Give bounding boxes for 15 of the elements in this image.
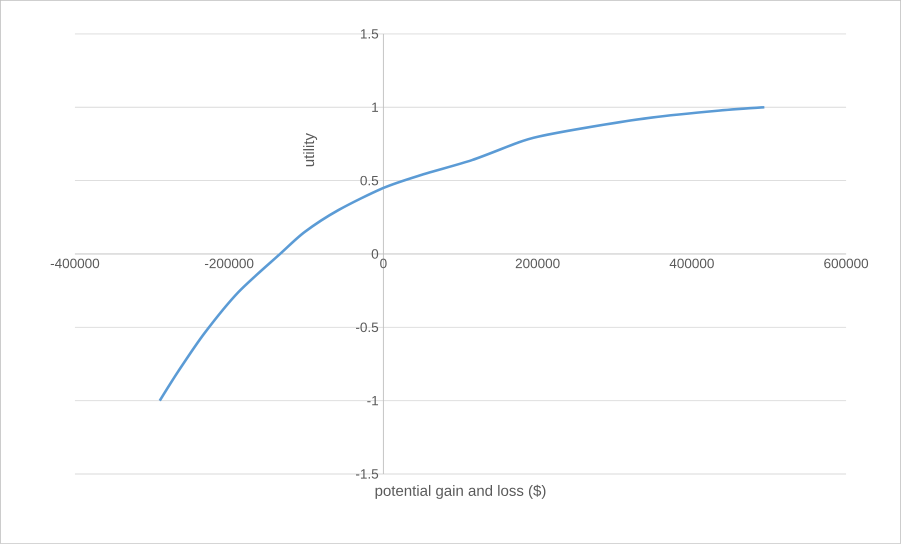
y-tick-label: 0.5	[360, 176, 378, 186]
x-tick-label: 200000	[516, 258, 560, 268]
y-tick-label: -1	[367, 396, 378, 406]
x-tick-label: 400000	[670, 258, 714, 268]
x-tick-label: 0	[380, 258, 387, 268]
y-tick-label: 0	[372, 249, 378, 259]
y-tick-label: -1.5	[356, 469, 378, 479]
y-axis-title: utility	[303, 133, 318, 166]
x-tick-label: -400000	[50, 258, 100, 268]
x-tick-label: 600000	[824, 258, 868, 268]
y-tick-label: 1	[372, 102, 378, 112]
x-tick-label: -200000	[204, 258, 254, 268]
x-axis-title: potential gain and loss ($)	[376, 484, 546, 499]
y-tick-label: -0.5	[356, 322, 378, 332]
y-tick-label: 1.5	[360, 29, 378, 39]
